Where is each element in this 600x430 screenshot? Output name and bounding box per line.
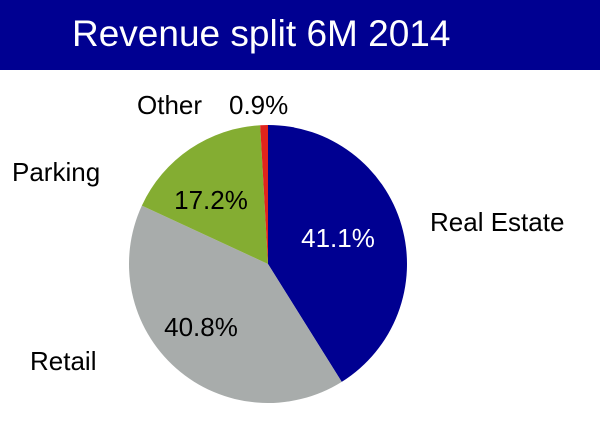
- slice-value-retail: 40.8%: [164, 312, 238, 342]
- slice-label-parking: Parking: [12, 157, 101, 187]
- slice-label-real-estate: Real Estate: [430, 207, 565, 237]
- slice-label-retail: Retail: [30, 346, 97, 376]
- pie-slice-other: [260, 125, 268, 264]
- chart-title: Revenue split 6M 2014: [72, 13, 451, 54]
- pie-slice-retail: [129, 205, 342, 404]
- slice-value-other: 0.9%: [229, 90, 289, 120]
- title-bar: Revenue split 6M 2014: [0, 0, 600, 70]
- slice-value-real-estate: 41.1%: [301, 223, 375, 253]
- pie-slice-real-estate: [268, 125, 408, 382]
- slice-value-parking: 17.2%: [174, 185, 248, 215]
- slice-label-other: Other: [137, 90, 203, 120]
- pie-slice-parking: [141, 125, 268, 264]
